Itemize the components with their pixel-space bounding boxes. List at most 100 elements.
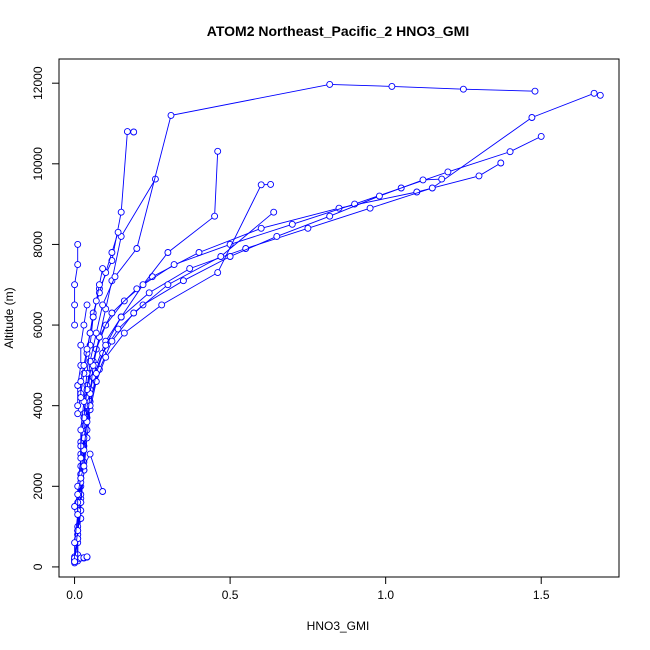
data-point bbox=[83, 553, 91, 561]
data-point bbox=[497, 159, 505, 167]
data-point bbox=[99, 488, 107, 495]
data-point bbox=[375, 192, 383, 200]
data-point bbox=[71, 301, 79, 309]
data-point bbox=[133, 245, 141, 252]
data-point bbox=[179, 277, 187, 285]
data-point bbox=[459, 85, 467, 93]
y-axis: 0 2000 4000 6000 8000 10000 12000 bbox=[31, 66, 59, 570]
data-point bbox=[139, 281, 147, 289]
data-point bbox=[77, 378, 85, 385]
series-layer bbox=[71, 80, 604, 567]
y-tick-label: 0 bbox=[31, 563, 45, 570]
data-point bbox=[214, 269, 222, 277]
data-point bbox=[226, 253, 234, 260]
data-point bbox=[531, 87, 539, 95]
profile-series bbox=[77, 265, 107, 402]
data-point bbox=[428, 184, 436, 192]
data-point bbox=[217, 253, 225, 260]
data-point bbox=[102, 341, 110, 349]
data-point bbox=[117, 208, 125, 216]
y-tick-label: 10000 bbox=[31, 147, 45, 181]
data-point bbox=[164, 281, 172, 289]
y-tick-label: 4000 bbox=[31, 392, 45, 419]
data-point bbox=[366, 204, 374, 212]
data-point bbox=[164, 249, 172, 256]
data-point bbox=[167, 111, 175, 119]
data-point bbox=[475, 172, 483, 180]
x-axis: 0.0 0.5 1.0 1.5 bbox=[66, 577, 550, 602]
data-point bbox=[528, 114, 536, 121]
data-point bbox=[86, 450, 94, 458]
data-point bbox=[257, 224, 265, 232]
x-tick-label: 0.5 bbox=[222, 588, 239, 602]
y-tick-label: 8000 bbox=[31, 231, 45, 258]
data-point bbox=[130, 309, 138, 317]
data-point bbox=[99, 265, 107, 273]
data-point bbox=[92, 297, 100, 305]
y-tick-label: 6000 bbox=[31, 311, 45, 338]
profile-series bbox=[71, 450, 107, 510]
data-point bbox=[71, 321, 79, 329]
x-axis-label: HNO3_GMI bbox=[307, 619, 370, 633]
data-point bbox=[326, 212, 334, 220]
data-point bbox=[99, 301, 107, 309]
data-point bbox=[92, 369, 100, 377]
data-point bbox=[145, 289, 153, 297]
data-point bbox=[130, 128, 138, 136]
data-point bbox=[596, 91, 604, 99]
data-point bbox=[120, 329, 128, 337]
data-point bbox=[108, 257, 116, 265]
data-point bbox=[95, 281, 103, 289]
data-point bbox=[77, 426, 85, 434]
profile-series bbox=[77, 553, 91, 562]
data-point bbox=[590, 89, 598, 97]
data-point bbox=[273, 232, 281, 240]
x-tick-label: 1.0 bbox=[377, 588, 394, 602]
data-point bbox=[74, 402, 82, 410]
x-tick-label: 1.5 bbox=[533, 588, 550, 602]
data-point bbox=[74, 511, 82, 518]
data-point bbox=[102, 353, 110, 361]
data-point bbox=[108, 337, 116, 345]
data-point bbox=[170, 261, 178, 269]
data-point bbox=[74, 261, 82, 269]
x-tick-label: 0.0 bbox=[66, 588, 83, 602]
data-point bbox=[270, 208, 278, 216]
data-point bbox=[86, 402, 94, 410]
data-point bbox=[388, 82, 396, 90]
data-point bbox=[77, 341, 85, 349]
data-point bbox=[77, 474, 85, 482]
data-point bbox=[117, 313, 125, 321]
data-point bbox=[214, 147, 222, 155]
data-point bbox=[506, 148, 514, 156]
data-point bbox=[74, 240, 82, 248]
data-point bbox=[438, 175, 446, 183]
data-point bbox=[257, 181, 265, 189]
profile-series bbox=[71, 240, 82, 329]
data-point bbox=[71, 558, 79, 566]
data-point bbox=[71, 539, 79, 547]
data-point bbox=[83, 345, 91, 353]
data-point bbox=[108, 249, 116, 256]
data-point bbox=[83, 301, 91, 309]
plot-frame bbox=[58, 58, 620, 578]
data-point bbox=[71, 281, 79, 289]
data-point bbox=[80, 321, 88, 329]
data-point bbox=[186, 265, 194, 273]
data-point bbox=[158, 301, 166, 309]
data-point bbox=[326, 80, 334, 88]
y-tick-label: 2000 bbox=[31, 473, 45, 500]
data-point bbox=[288, 220, 296, 228]
data-point bbox=[89, 313, 97, 321]
data-point bbox=[444, 168, 452, 176]
data-point bbox=[71, 503, 79, 510]
y-axis-label: Altitude (m) bbox=[2, 287, 16, 348]
data-point bbox=[77, 454, 85, 462]
data-point bbox=[74, 410, 82, 418]
data-point bbox=[92, 329, 100, 337]
data-point bbox=[267, 180, 275, 188]
data-point bbox=[86, 329, 94, 337]
data-point bbox=[114, 228, 122, 236]
